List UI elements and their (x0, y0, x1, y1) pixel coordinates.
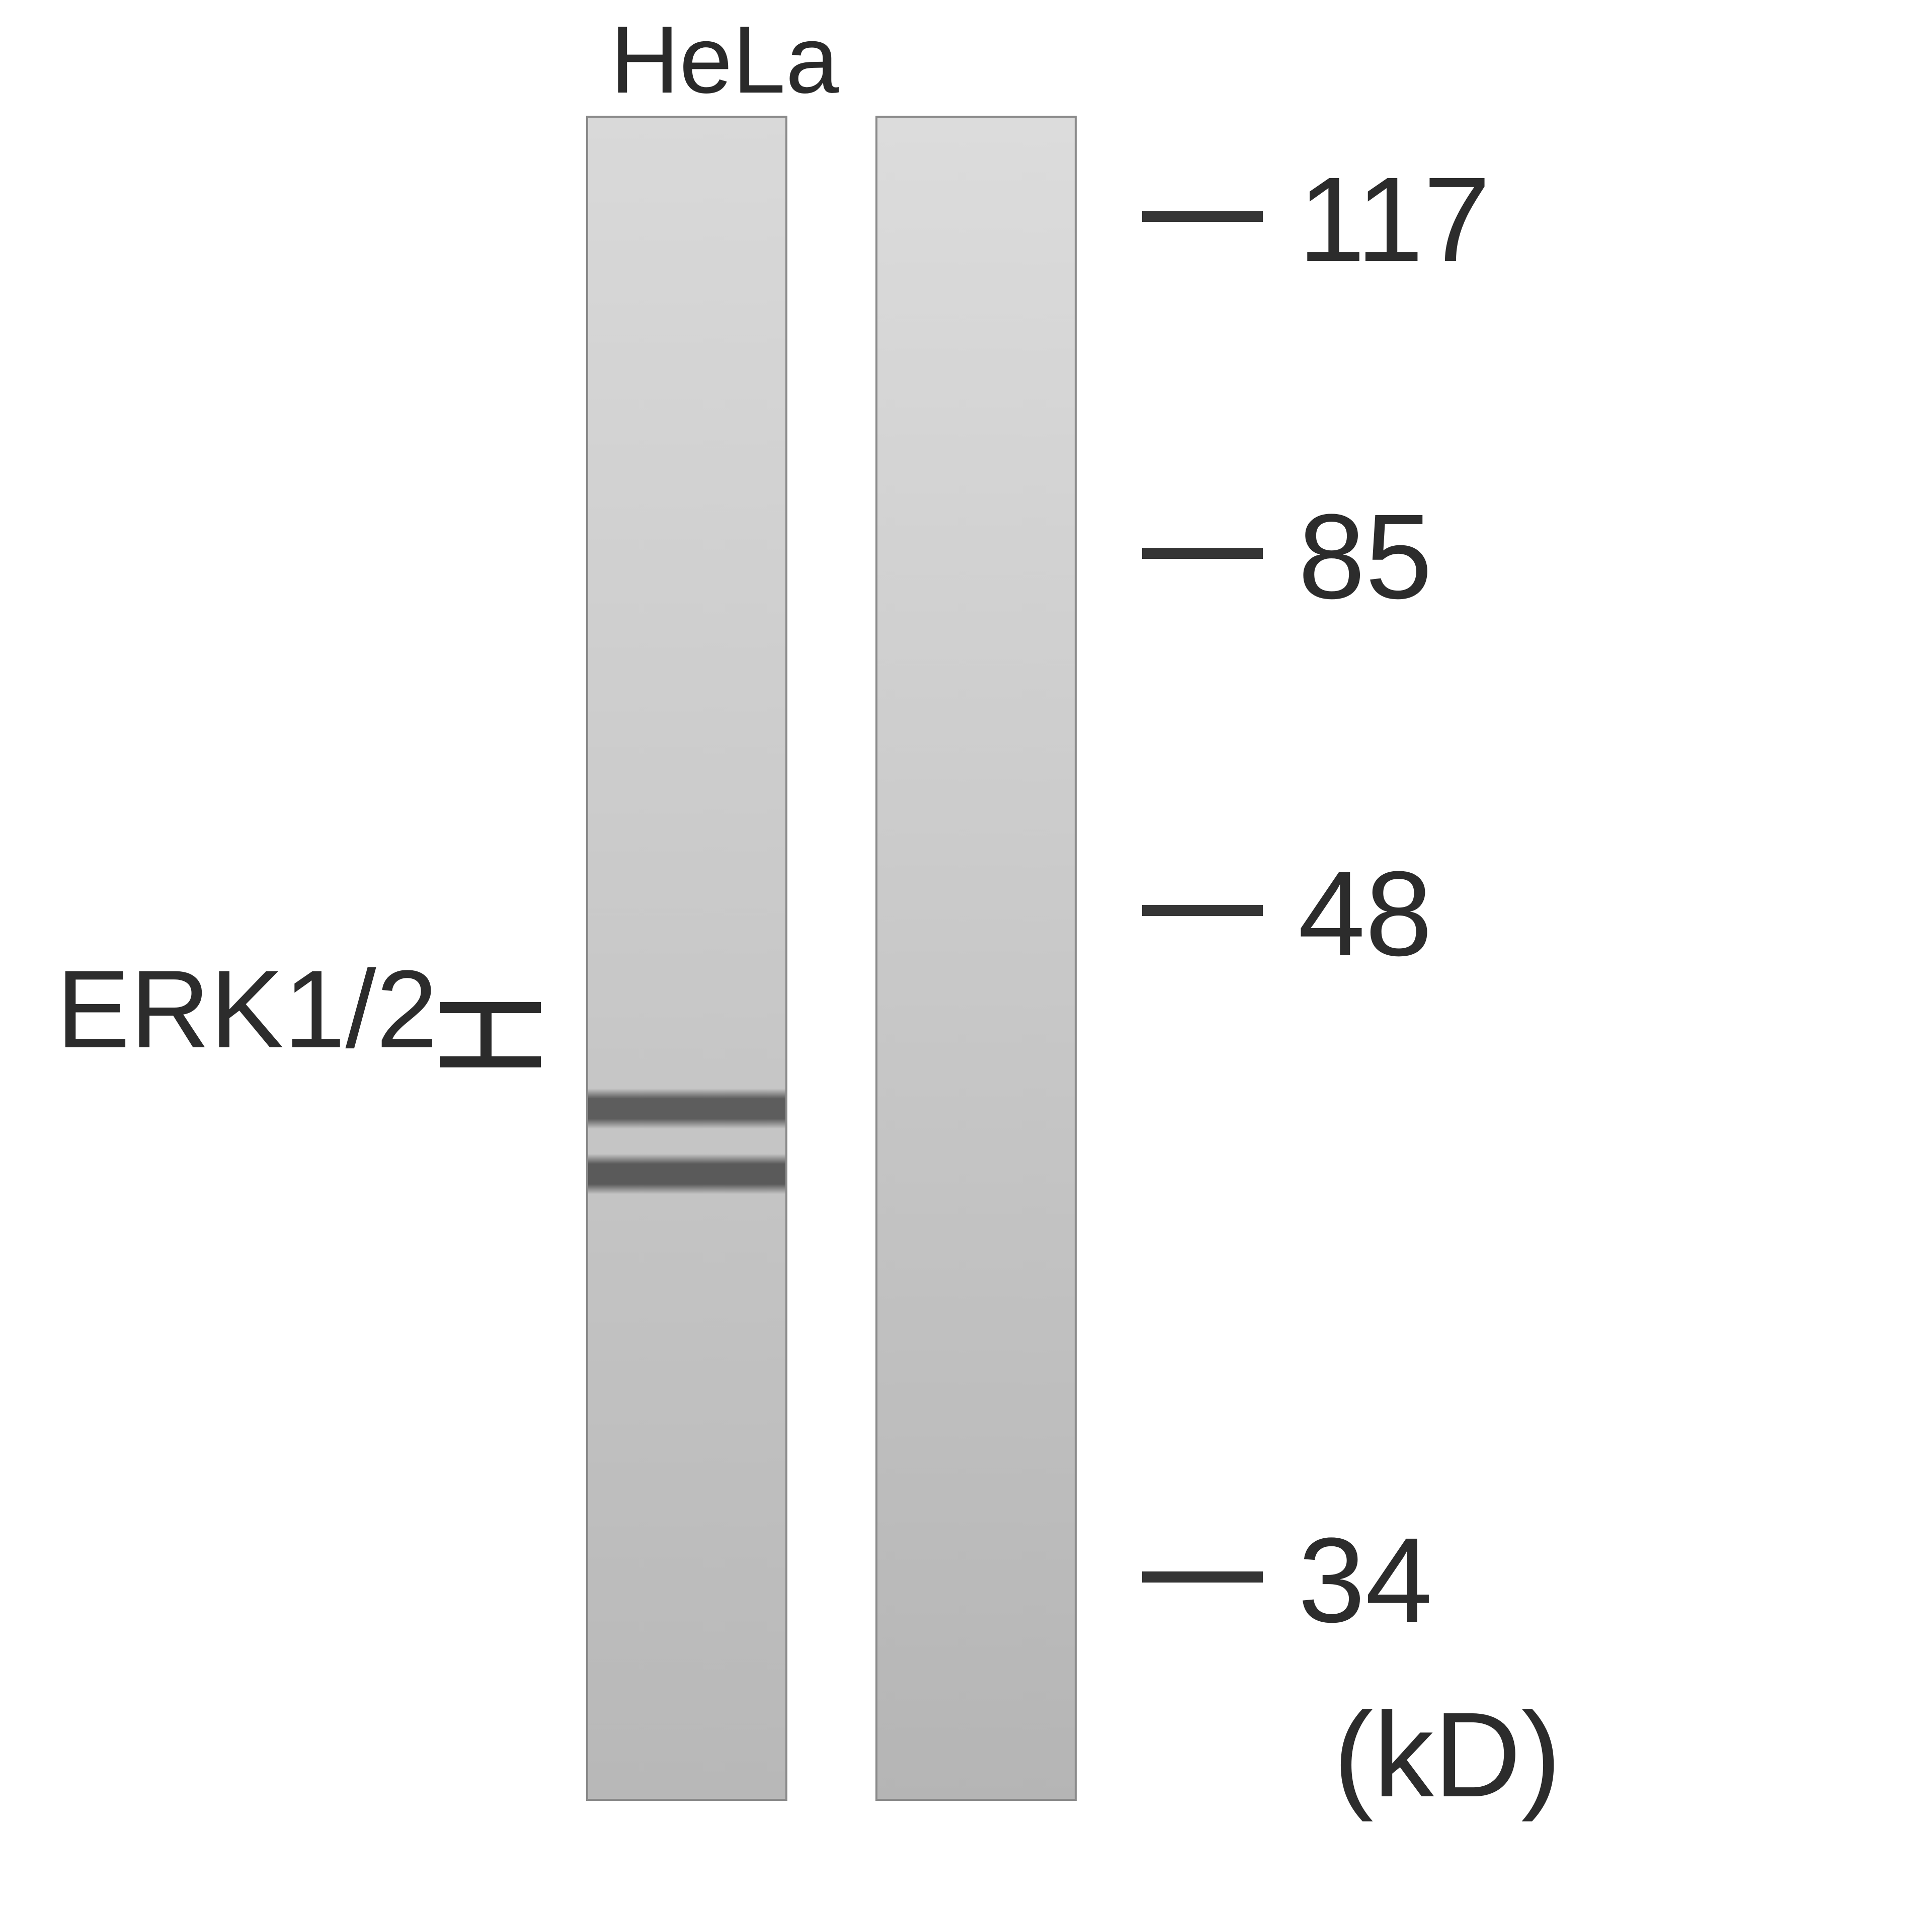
mw-tick (1142, 548, 1263, 559)
mw-label: 48 (1298, 844, 1432, 983)
lane-marker-strip (875, 116, 1077, 1801)
band (588, 1154, 785, 1194)
mw-tick (1142, 1571, 1263, 1583)
bracket-arm-lower (480, 1056, 541, 1067)
blot-figure: HeLa 117 85 48 34 (kD) ERK1/2 (0, 0, 1932, 1910)
lane-hela (586, 116, 787, 1801)
band (588, 1089, 785, 1129)
lane-marker-bg (877, 118, 1075, 1799)
mw-label: 34 (1298, 1511, 1432, 1649)
mw-tick (1142, 211, 1263, 222)
mw-label: 85 (1298, 487, 1432, 626)
mw-tick (1142, 905, 1263, 916)
bracket-dash-upper (440, 1002, 480, 1013)
lane-hela-bg (588, 118, 785, 1799)
bracket-dash-lower (440, 1056, 480, 1067)
mw-label: 117 (1298, 150, 1491, 289)
target-label-erk1-2: ERK1/2 (52, 946, 438, 1073)
mw-units-label: (kD) (1333, 1685, 1561, 1824)
lane1-header: HeLa (584, 5, 865, 115)
bracket-arm-upper (480, 1002, 541, 1013)
